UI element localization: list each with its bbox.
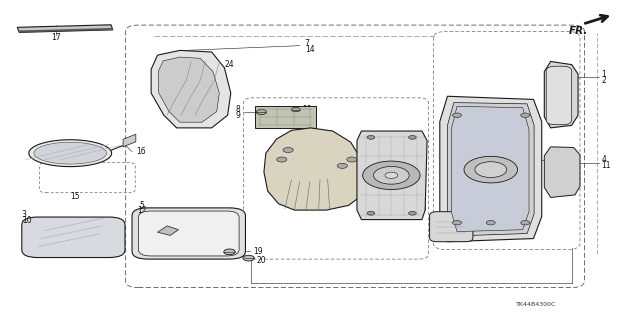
Circle shape: [408, 211, 416, 215]
Text: 16: 16: [136, 147, 146, 156]
Circle shape: [374, 167, 409, 184]
Polygon shape: [123, 134, 136, 147]
Polygon shape: [544, 62, 578, 128]
Circle shape: [187, 61, 205, 70]
Text: 24: 24: [225, 60, 234, 69]
Text: 3: 3: [22, 210, 27, 219]
Circle shape: [475, 162, 507, 178]
Circle shape: [243, 255, 254, 261]
Text: 25: 25: [417, 204, 427, 213]
FancyBboxPatch shape: [132, 208, 246, 259]
Circle shape: [367, 211, 375, 215]
Text: 7: 7: [305, 39, 310, 48]
Text: 12: 12: [137, 206, 147, 215]
Circle shape: [224, 249, 236, 255]
Polygon shape: [451, 106, 529, 232]
Text: 23: 23: [173, 82, 183, 91]
FancyBboxPatch shape: [138, 211, 239, 256]
Text: 26: 26: [493, 213, 503, 222]
Text: 13: 13: [487, 228, 497, 237]
Text: 22: 22: [212, 94, 221, 103]
FancyBboxPatch shape: [22, 217, 125, 257]
Text: 21: 21: [549, 155, 559, 164]
Polygon shape: [34, 142, 106, 164]
Polygon shape: [158, 57, 220, 122]
Polygon shape: [357, 131, 427, 219]
Circle shape: [464, 156, 518, 183]
Text: 10: 10: [22, 216, 31, 225]
Text: 14: 14: [305, 45, 314, 54]
Text: 19: 19: [253, 247, 262, 256]
Polygon shape: [29, 140, 111, 167]
Polygon shape: [447, 103, 534, 236]
Polygon shape: [189, 78, 212, 87]
Circle shape: [452, 220, 461, 225]
Text: 11: 11: [602, 161, 611, 170]
Polygon shape: [19, 28, 113, 33]
Text: FR.: FR.: [568, 26, 588, 36]
Circle shape: [256, 109, 266, 115]
Text: 5: 5: [139, 201, 144, 210]
Circle shape: [486, 220, 495, 225]
Circle shape: [291, 107, 300, 112]
Circle shape: [363, 161, 420, 189]
Text: 27: 27: [493, 219, 503, 228]
Text: 9: 9: [236, 111, 241, 120]
Circle shape: [452, 113, 461, 117]
Text: 8: 8: [236, 105, 241, 114]
Text: TK44B4300C: TK44B4300C: [516, 302, 557, 308]
Circle shape: [193, 94, 205, 100]
Polygon shape: [264, 128, 366, 210]
Polygon shape: [151, 50, 231, 128]
Text: 20: 20: [256, 256, 266, 265]
Text: 4: 4: [602, 155, 607, 164]
Circle shape: [347, 157, 357, 162]
Bar: [255, 106, 316, 128]
Circle shape: [521, 113, 530, 117]
Circle shape: [276, 157, 287, 162]
Circle shape: [367, 136, 375, 139]
Circle shape: [283, 147, 293, 152]
Text: 2: 2: [602, 76, 607, 85]
Text: 17: 17: [51, 33, 60, 41]
Polygon shape: [17, 25, 113, 33]
Polygon shape: [544, 147, 580, 197]
Circle shape: [521, 220, 530, 225]
FancyBboxPatch shape: [546, 66, 572, 125]
FancyBboxPatch shape: [429, 212, 473, 242]
Text: 15: 15: [70, 192, 79, 201]
Circle shape: [337, 163, 348, 168]
Polygon shape: [440, 96, 541, 242]
Text: 18: 18: [302, 105, 312, 114]
Text: 6: 6: [487, 222, 492, 231]
Text: 1: 1: [602, 70, 607, 78]
Circle shape: [385, 172, 397, 178]
Polygon shape: [157, 226, 179, 235]
Circle shape: [408, 136, 416, 139]
